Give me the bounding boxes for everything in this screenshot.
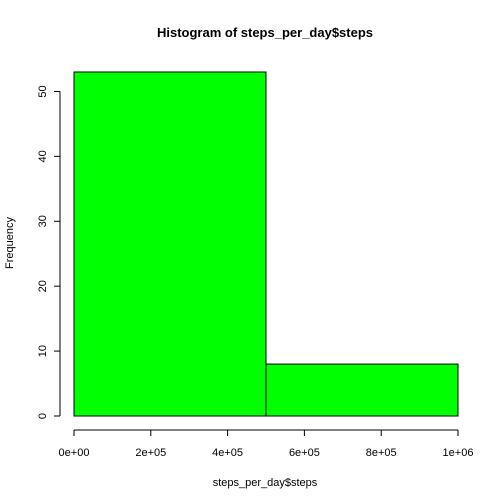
bars-group [73, 71, 459, 417]
y-tick-label: 30 [37, 215, 49, 227]
y-tick-label: 10 [37, 345, 49, 357]
histogram-bar-0 [73, 71, 267, 417]
x-tick-label: 4e+05 [212, 447, 243, 459]
y-tick-label: 20 [37, 280, 49, 292]
y-axis: 0 10 20 30 40 50 [37, 85, 61, 419]
x-axis: 0e+00 2e+05 4e+05 6e+05 8e+05 1e+06 [59, 429, 474, 459]
y-tick-label: 50 [37, 85, 49, 97]
y-tick-label: 40 [37, 150, 49, 162]
x-tick-label: 6e+05 [289, 447, 320, 459]
histogram-bar-1 [265, 363, 459, 417]
chart-title: Histogram of steps_per_day$steps [157, 25, 373, 40]
x-axis-label: steps_per_day$steps [213, 477, 318, 489]
x-tick-label: 8e+05 [366, 447, 397, 459]
x-tick-label: 0e+00 [59, 447, 90, 459]
x-tick-label: 2e+05 [135, 447, 166, 459]
y-axis-label: Frequency [4, 217, 16, 269]
y-tick-label: 0 [37, 413, 49, 419]
x-tick-label: 1e+06 [443, 447, 474, 459]
